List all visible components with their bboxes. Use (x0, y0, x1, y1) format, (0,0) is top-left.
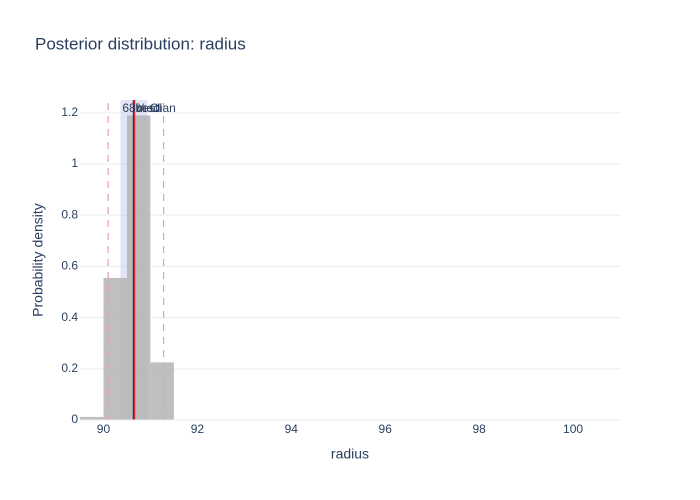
y-tick-label: 1.2 (61, 105, 78, 119)
y-tick-label: 0.2 (61, 361, 78, 375)
y-axis-label: Probability density (30, 203, 46, 317)
x-tick-label: 96 (379, 422, 393, 436)
y-tick-label: 0.4 (61, 310, 78, 324)
marker-label: median (136, 101, 175, 115)
x-axis-label: radius (331, 446, 369, 462)
y-tick-label: 0.8 (61, 207, 78, 221)
bar (126, 115, 151, 421)
chart-title: Posterior distribution: radius (35, 34, 246, 53)
y-tick-label: 1 (71, 156, 78, 170)
bar (150, 362, 174, 420)
x-tick-label: 94 (285, 422, 299, 436)
x-tick-label: 100 (563, 422, 583, 436)
ci-band-label: 68% CI (122, 101, 161, 115)
x-tick-label: 92 (191, 422, 205, 436)
y-tick-label: 0.6 (61, 259, 78, 273)
marker-label: best (136, 101, 159, 115)
bar (80, 416, 104, 420)
x-tick-label: 90 (97, 422, 111, 436)
y-tick-label: 0 (71, 412, 78, 426)
bar (103, 277, 127, 420)
x-tick-label: 98 (472, 422, 486, 436)
